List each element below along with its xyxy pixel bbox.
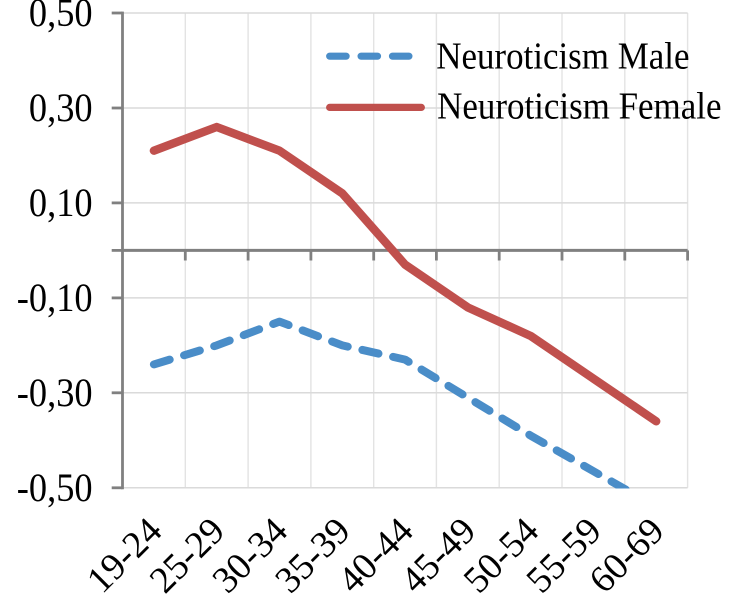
svg-text:-0,50: -0,50 bbox=[17, 467, 93, 511]
svg-text:0,30: 0,30 bbox=[29, 87, 93, 131]
svg-text:0,10: 0,10 bbox=[29, 182, 93, 226]
svg-text:Neuroticism Female: Neuroticism Female bbox=[437, 84, 721, 127]
svg-text:-0,10: -0,10 bbox=[17, 277, 93, 321]
svg-text:Neuroticism Male: Neuroticism Male bbox=[436, 34, 689, 77]
svg-text:0,50: 0,50 bbox=[29, 0, 93, 36]
svg-text:-0,30: -0,30 bbox=[17, 372, 93, 416]
